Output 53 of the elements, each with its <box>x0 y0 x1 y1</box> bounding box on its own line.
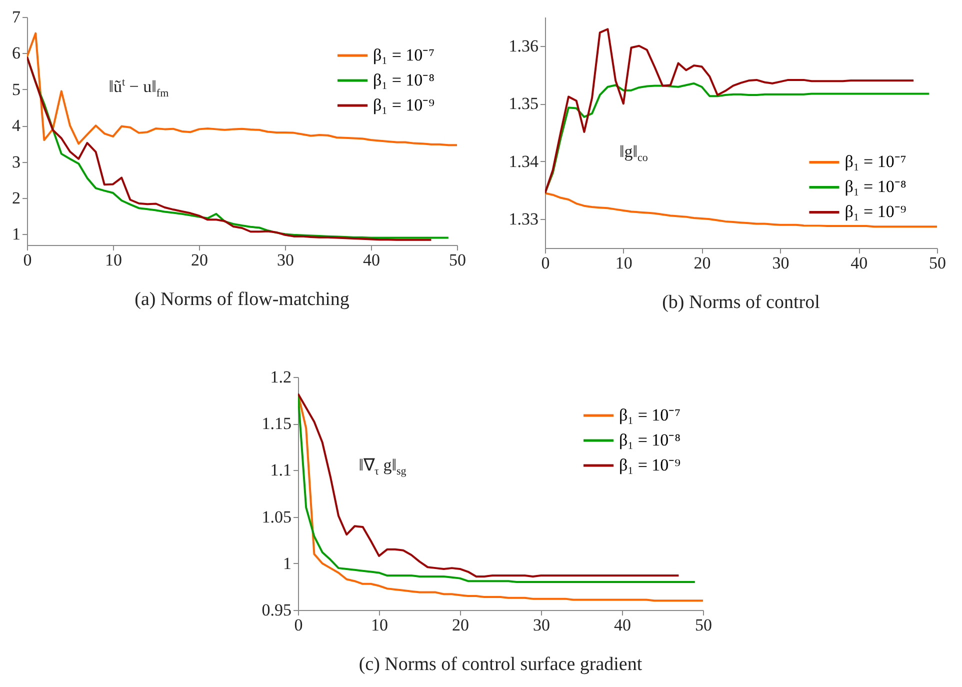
x-tick-label: 0 <box>541 254 550 272</box>
legend-label: β₁ = 10⁻⁸ <box>373 70 435 90</box>
y-tick-label: 1 <box>12 224 20 244</box>
y-tick-label: 5 <box>12 80 20 99</box>
y-tick-label: 6 <box>12 44 20 63</box>
y-tick-label: 1.35 <box>508 94 538 114</box>
x-tick-label: 50 <box>929 254 946 272</box>
x-tick-label: 50 <box>695 616 712 634</box>
legend-label: β₁ = 10⁻⁹ <box>844 202 906 222</box>
y-tick-label: 1.34 <box>508 152 539 171</box>
x-tick-label: 20 <box>191 250 208 270</box>
y-tick-label: 1.2 <box>270 368 292 386</box>
x-tick-label: 30 <box>533 616 550 634</box>
annotation: ‖g‖$_{co}$ <box>619 142 648 164</box>
y-tick-label: 7 <box>12 8 21 26</box>
x-tick-label: 50 <box>449 250 466 270</box>
legend-label: β₁ = 10⁻⁷ <box>844 152 906 172</box>
legend-label: β₁ = 10⁻⁸ <box>844 177 906 196</box>
x-tick-label: 10 <box>615 254 632 272</box>
x-tick-label: 40 <box>614 616 631 634</box>
y-tick-label: 1.36 <box>508 36 538 56</box>
y-tick-label: 1.05 <box>262 507 292 526</box>
y-tick-label: 1.1 <box>270 460 292 480</box>
x-tick-label: 30 <box>772 254 790 272</box>
line-series <box>545 82 930 194</box>
x-tick-label: 0 <box>23 250 32 270</box>
x-tick-label: 20 <box>694 254 711 272</box>
y-tick-label: 4 <box>12 116 21 136</box>
annotation: ‖ũ$^{t}$ − u‖$_{fm}$ <box>108 76 169 100</box>
legend-label: β₁ = 10⁻⁹ <box>373 96 435 114</box>
line-series <box>27 32 457 146</box>
y-tick-label: 1 <box>283 554 292 573</box>
text: (b) Norms of control <box>662 292 820 313</box>
legend-label: β₁ = 10⁻⁸ <box>619 430 681 450</box>
x-tick-label: 20 <box>452 616 469 634</box>
y-tick-label: 1.15 <box>262 414 292 434</box>
legend-label: β₁ = 10⁻⁷ <box>373 46 435 64</box>
annotation: ‖∇$_{τ}$ g‖$_{sg}$ <box>358 454 406 478</box>
y-tick-label: 2 <box>12 188 20 208</box>
x-tick-label: 40 <box>363 250 380 270</box>
text: (a) Norms of flow-matching <box>134 289 350 310</box>
x-tick-label: 10 <box>105 250 122 270</box>
line-series <box>545 28 914 194</box>
x-tick-label: 40 <box>850 254 868 272</box>
x-tick-label: 10 <box>371 616 388 634</box>
x-tick-label: 0 <box>294 616 303 634</box>
y-tick-label: 3 <box>12 152 20 172</box>
legend-label: β₁ = 10⁻⁷ <box>619 406 681 424</box>
text: (c) Norms of control surface gradient <box>358 654 643 675</box>
y-tick-label: 0.95 <box>262 600 292 620</box>
legend-label: β₁ = 10⁻⁹ <box>619 456 681 474</box>
y-tick-label: 1.33 <box>508 210 538 229</box>
x-tick-label: 30 <box>277 250 294 270</box>
